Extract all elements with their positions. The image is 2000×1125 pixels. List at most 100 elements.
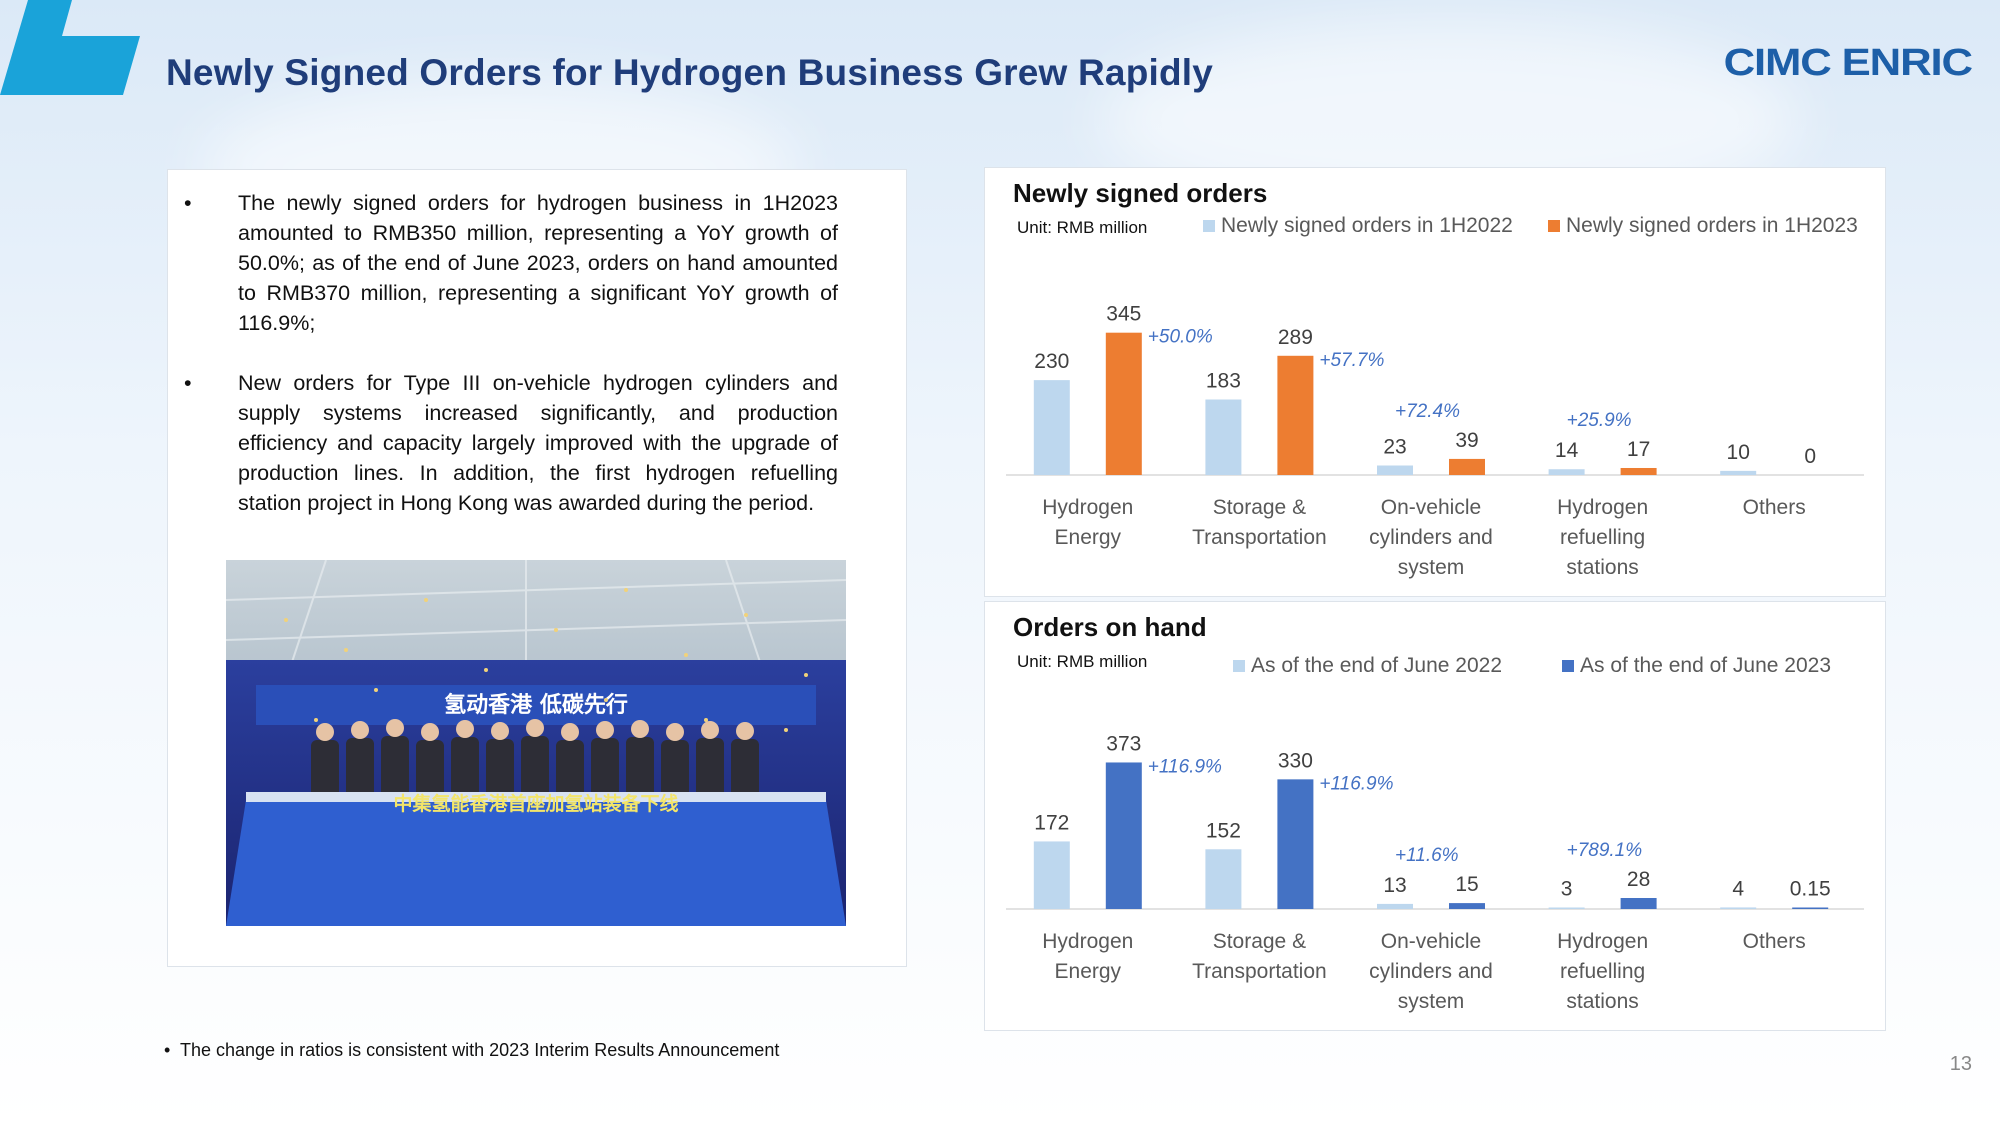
corner-accent-shape	[0, 0, 140, 95]
bar-value-label: 0.15	[1790, 878, 1831, 901]
growth-rate-label: +11.6%	[1395, 845, 1459, 866]
bar-value-label: 3	[1561, 878, 1573, 901]
footnote: • The change in ratios is consistent wit…	[164, 1040, 780, 1061]
category-label: cylinders and	[1369, 526, 1493, 549]
ceremony-photo: 氢动香港 低碳先行	[226, 560, 846, 926]
category-label: Hydrogen	[1557, 496, 1648, 519]
legend-label: Newly signed orders in 1H2023	[1566, 214, 1858, 237]
category-label: On-vehicle	[1381, 496, 1481, 519]
bar	[1105, 332, 1142, 475]
chart-unit-label: Unit: RMB million	[1017, 218, 1148, 237]
bar	[1033, 380, 1070, 475]
legend-label: As of the end of June 2022	[1251, 654, 1502, 677]
bar-value-label: 0	[1804, 445, 1816, 468]
bar	[1548, 907, 1585, 909]
growth-rate-label: +50.0%	[1148, 327, 1213, 348]
category-label: stations	[1566, 990, 1638, 1013]
bar	[1205, 849, 1242, 909]
category-label: Storage &	[1213, 930, 1306, 953]
bar-value-label: 28	[1627, 868, 1650, 891]
category-label: Others	[1743, 496, 1806, 519]
category-label: Hydrogen	[1557, 930, 1648, 953]
bullet-dot-icon: •	[184, 371, 192, 395]
chart-title: Newly signed orders	[1013, 178, 1268, 208]
category-label: Hydrogen	[1042, 496, 1133, 519]
bar	[1377, 465, 1413, 475]
bar	[1449, 903, 1485, 909]
orders-on-hand-chart: Orders on hand Unit: RMB million As of t…	[984, 601, 1886, 1031]
growth-rate-label: +57.7%	[1319, 350, 1384, 371]
bar	[1377, 903, 1413, 909]
bar-value-label: 230	[1034, 350, 1069, 373]
category-label: Energy	[1055, 960, 1122, 983]
category-label: Transportation	[1192, 960, 1327, 983]
category-label: Transportation	[1192, 526, 1327, 549]
page-number: 13	[1949, 1053, 1972, 1075]
legend-swatch	[1203, 220, 1215, 232]
bar	[1277, 779, 1314, 909]
bar-value-label: 183	[1206, 370, 1241, 393]
company-logo: CIMC ENRIC	[1723, 42, 1973, 84]
category-label: refuelling	[1560, 526, 1645, 549]
bar-value-label: 23	[1383, 436, 1406, 459]
category-label: system	[1398, 556, 1465, 579]
category-label: Hydrogen	[1042, 930, 1133, 953]
bar-value-label: 289	[1278, 326, 1313, 349]
bar-value-label: 152	[1206, 819, 1241, 842]
category-label: Energy	[1055, 526, 1122, 549]
bar	[1205, 399, 1242, 475]
bar	[1277, 355, 1314, 475]
chart-title: Orders on hand	[1013, 612, 1207, 642]
legend-label: As of the end of June 2023	[1580, 654, 1831, 677]
bar	[1449, 458, 1485, 475]
bar-value-label: 4	[1732, 877, 1744, 900]
bullet-list: • The newly signed orders for hydrogen b…	[184, 188, 838, 548]
summary-panel: • The newly signed orders for hydrogen b…	[167, 169, 907, 967]
photo-banner-text: 氢动香港 低碳先行	[444, 692, 628, 718]
growth-rate-label: +116.9%	[1319, 773, 1393, 794]
bar-value-label: 345	[1106, 303, 1141, 326]
bar	[1720, 470, 1757, 475]
chart-svg: As of the end of June 2022 As of the end …	[1006, 654, 1864, 1013]
chart-unit-label: Unit: RMB million	[1017, 652, 1148, 671]
category-label: cylinders and	[1369, 960, 1493, 983]
bar-value-label: 10	[1727, 441, 1750, 464]
chart-svg: Newly signed orders in 1H2022 Newly signe…	[1006, 214, 1864, 579]
category-label: stations	[1566, 556, 1638, 579]
category-label: refuelling	[1560, 960, 1645, 983]
legend-swatch	[1233, 660, 1245, 672]
growth-rate-label: +25.9%	[1567, 410, 1632, 431]
newly-signed-orders-chart: Newly signed orders Unit: RMB million Ne…	[984, 167, 1886, 597]
bullet-dot-icon: •	[184, 191, 192, 215]
photo-bottom-text: 中集氢能香港首座加氢站装备下线	[393, 792, 678, 815]
category-label: system	[1398, 990, 1465, 1013]
bar-value-label: 15	[1455, 873, 1478, 896]
category-label: Storage &	[1213, 496, 1306, 519]
legend-swatch	[1548, 220, 1560, 232]
bar-value-label: 330	[1278, 749, 1313, 772]
bar-value-label: 172	[1034, 811, 1069, 834]
growth-rate-label: +789.1%	[1567, 840, 1643, 861]
bar-value-label: 39	[1455, 429, 1478, 452]
bullet-item: • The newly signed orders for hydrogen b…	[184, 188, 838, 338]
legend-swatch	[1562, 660, 1574, 672]
bar	[1620, 898, 1657, 909]
bar-value-label: 17	[1627, 438, 1650, 461]
growth-rate-label: +116.9%	[1148, 756, 1222, 777]
legend-label: Newly signed orders in 1H2022	[1221, 214, 1513, 237]
footnote-text: The change in ratios is consistent with …	[180, 1040, 780, 1060]
bar-value-label: 373	[1106, 732, 1141, 755]
bar-value-label: 14	[1555, 439, 1579, 462]
category-label: On-vehicle	[1381, 930, 1481, 953]
bar	[1720, 907, 1757, 909]
bullet-text: New orders for Type III on-vehicle hydro…	[238, 371, 838, 515]
bullet-dot-icon: •	[164, 1040, 171, 1060]
bullet-text: The newly signed orders for hydrogen bus…	[238, 191, 838, 335]
bar	[1105, 762, 1142, 909]
bullet-item: • New orders for Type III on-vehicle hyd…	[184, 368, 838, 518]
bar	[1033, 841, 1070, 909]
bar	[1792, 907, 1829, 909]
category-label: Others	[1743, 930, 1806, 953]
bar-value-label: 13	[1383, 874, 1406, 897]
growth-rate-label: +72.4%	[1395, 401, 1460, 422]
